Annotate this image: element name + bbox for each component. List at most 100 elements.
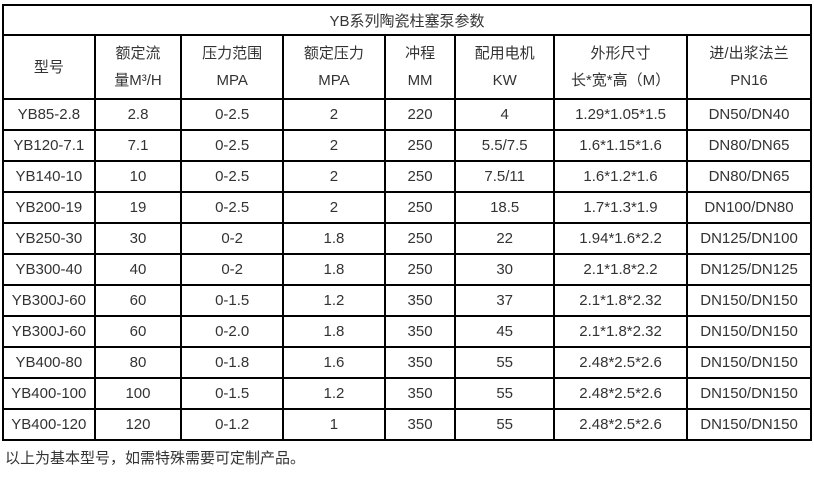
table-cell: 2.1*1.8*2.32	[553, 284, 689, 317]
table-row: YB300J-60 60 0-2.0 1.8 350 45 2.1*1.8*2.32 DN15…	[2, 315, 812, 348]
table-cell: YB300J-60	[2, 284, 96, 317]
table-cell: 220	[383, 98, 457, 131]
column-header-line: 压力范围	[202, 45, 263, 62]
table-cell: 250	[383, 191, 457, 224]
table-cell: 100	[93, 377, 183, 410]
table-cell: 0-2.5	[180, 191, 285, 224]
table-cell: 1.8	[282, 315, 386, 348]
table-cell: 19	[93, 191, 183, 224]
table-row: YB200-19 19 0-2.5 2 250 18.5 1.7*1.3*1.9 DN100/…	[2, 191, 812, 224]
table-cell: 37	[454, 284, 556, 317]
pump-spec-table: YB系列陶瓷柱塞泵参数 型号 额定流 量M³/H 压力范围 MPA 额定压力 MPA 冲程 MM…	[2, 4, 812, 441]
table-cell: 250	[383, 129, 457, 162]
table-cell: 55	[454, 346, 556, 379]
table-cell: 0-1.5	[180, 377, 285, 410]
table-cell: DN150/DN150	[686, 377, 812, 410]
table-cell: 2.48*2.5*2.6	[553, 408, 689, 441]
table-cell: 1.2	[282, 284, 386, 317]
column-header-model: 型号	[2, 34, 96, 100]
table-cell: 80	[93, 346, 183, 379]
table-cell: YB400-120	[2, 408, 96, 441]
table-cell: 0-2	[180, 222, 285, 255]
table-cell: 2	[282, 98, 386, 131]
column-header-line: 进/出浆法兰	[709, 45, 789, 62]
column-header-line: 额定流	[115, 45, 161, 62]
table-cell: 350	[383, 346, 457, 379]
table-cell: 0-2	[180, 253, 285, 286]
table-cell: 7.1	[93, 129, 183, 162]
table-cell: 2.1*1.8*2.32	[553, 315, 689, 348]
table-row: YB120-7.1 7.1 0-2.5 2 250 5.5/7.5 1.6*1.15*1.6…	[2, 129, 812, 162]
table-row: YB85-2.8 2.8 0-2.5 2 220 4 1.29*1.05*1.5 DN50/D…	[2, 98, 812, 131]
table-cell: DN100/DN80	[686, 191, 812, 224]
column-header-line: 配用电机	[474, 45, 535, 62]
table-cell: 7.5/11	[454, 160, 556, 193]
table-cell: 350	[383, 408, 457, 441]
table-cell: 1.6	[282, 346, 386, 379]
table-row: YB400-80 80 0-1.8 1.6 350 55 2.48*2.5*2.6 DN150…	[2, 346, 812, 379]
column-header-rated-flow: 额定流量M³/H	[93, 34, 183, 100]
table-cell: 1.8	[282, 253, 386, 286]
table-cell: 0-2.5	[180, 98, 285, 131]
table-cell: 60	[93, 284, 183, 317]
column-header-line: 型号	[33, 58, 64, 76]
table-cell: DN50/DN40	[686, 98, 812, 131]
table-cell: 120	[93, 408, 183, 441]
table-cell: 45	[454, 315, 556, 348]
table-cell: 250	[383, 253, 457, 286]
table-cell: 2.8	[93, 98, 183, 131]
table-cell: YB120-7.1	[2, 129, 96, 162]
table-cell: 1.8	[282, 222, 386, 255]
table-cell: 2.48*2.5*2.6	[553, 377, 689, 410]
table-cell: 350	[383, 377, 457, 410]
table-cell: 2	[282, 191, 386, 224]
table-cell: 2.1*1.8*2.2	[553, 253, 689, 286]
column-header-line: KW	[492, 72, 517, 89]
table-cell: 0-1.5	[180, 284, 285, 317]
table-cell: 40	[93, 253, 183, 286]
footer-note: 以上为基本型号，如需特殊需要可定制产品。	[5, 450, 306, 467]
column-header-dimensions: 外形尺寸长*宽*高（M）	[553, 34, 689, 100]
table-cell: 1.6*1.2*1.6	[553, 160, 689, 193]
table-cell: 1	[282, 408, 386, 441]
table-cell: DN150/DN150	[686, 408, 812, 441]
table-cell: 0-2.5	[180, 129, 285, 162]
table-cell: YB140-10	[2, 160, 96, 193]
column-header-line: 长*宽*高（M）	[570, 72, 671, 89]
column-header-flange: 进/出浆法兰 PN16	[686, 34, 812, 100]
table-cell: YB300J-60	[2, 315, 96, 348]
column-header-line: 额定压力	[303, 45, 364, 62]
table-cell: 2.48*2.5*2.6	[553, 346, 689, 379]
table-title-row: YB系列陶瓷柱塞泵参数	[2, 4, 812, 36]
table-row: YB300-40 40 0-2 1.8 250 30 2.1*1.8*2.2 DN125/DN…	[2, 253, 812, 286]
column-header-line: 冲程	[405, 45, 436, 62]
table-cell: YB200-19	[2, 191, 96, 224]
table-cell: YB400-100	[2, 377, 96, 410]
table-cell: 1.2	[282, 377, 386, 410]
table-cell: 0-1.8	[180, 346, 285, 379]
table-body: YB85-2.8 2.8 0-2.5 2 220 4 1.29*1.05*1.5 DN50/D…	[2, 98, 812, 441]
table-row: YB140-10 10 0-2.5 2 250 7.5/11 1.6*1.2*1.6 DN80…	[2, 160, 812, 193]
table-cell: 2	[282, 160, 386, 193]
column-header-line: PN16	[730, 72, 768, 89]
table-cell: 0-2.5	[180, 160, 285, 193]
column-header-line: 外形尺寸	[590, 45, 651, 62]
table-cell: 0-2.0	[180, 315, 285, 348]
table-cell: DN150/DN150	[686, 315, 812, 348]
table-cell: 55	[454, 377, 556, 410]
column-header-line: MM	[407, 72, 433, 89]
column-header-motor-power: 配用电机 KW	[454, 34, 556, 100]
table-cell: 1.6*1.15*1.6	[553, 129, 689, 162]
table-cell: YB85-2.8	[2, 98, 96, 131]
column-header-rated-pressure: 额定压力 MPA	[282, 34, 386, 100]
table-cell: YB400-80	[2, 346, 96, 379]
table-cell: DN80/DN65	[686, 160, 812, 193]
column-header-line: 量M³/H	[114, 72, 162, 89]
table-cell: DN150/DN150	[686, 284, 812, 317]
table-cell: 22	[454, 222, 556, 255]
table-row: YB250-30 30 0-2 1.8 250 22 1.94*1.6*2.2 DN125/D…	[2, 222, 812, 255]
table-row: YB300J-60 60 0-1.5 1.2 350 37 2.1*1.8*2.32 DN15…	[2, 284, 812, 317]
table-cell: 1.94*1.6*2.2	[553, 222, 689, 255]
table-cell: DN125/DN125	[686, 253, 812, 286]
